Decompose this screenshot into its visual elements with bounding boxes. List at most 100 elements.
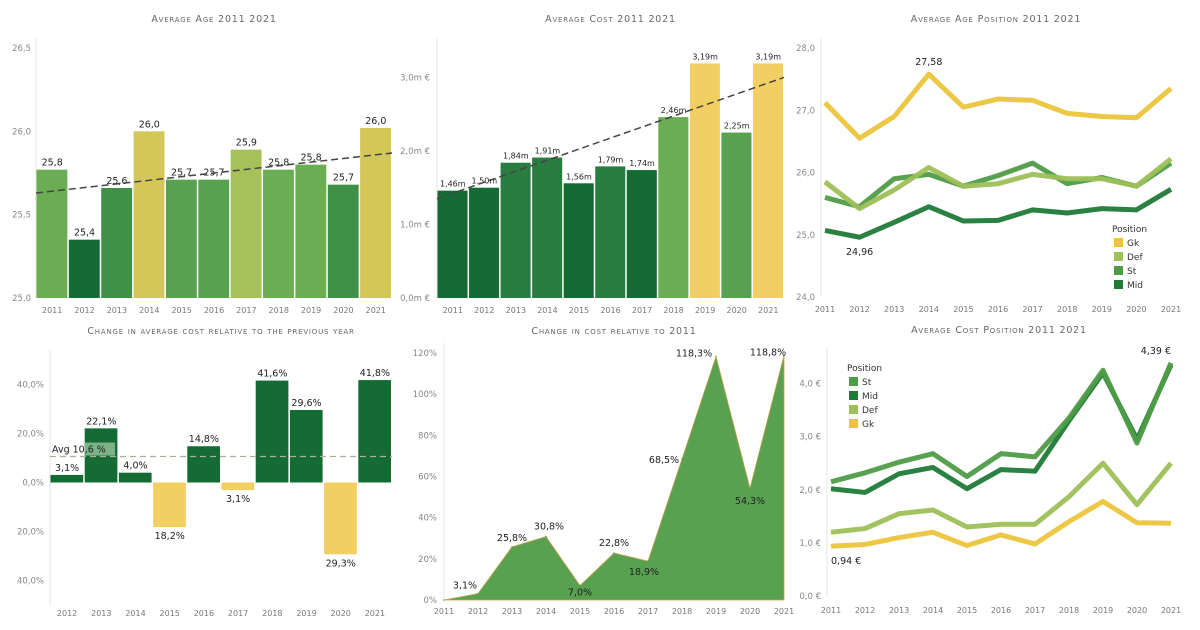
x-tick-label: 2018: [262, 609, 282, 618]
x-tick-label: 2013: [502, 607, 522, 616]
bar-positive: [50, 474, 84, 483]
y-tick-label: 4,0 €: [799, 380, 821, 390]
area-point: [681, 458, 683, 460]
x-tick-label: 2015: [160, 609, 180, 618]
x-tick-label: 2017: [638, 607, 658, 616]
x-tick-label: 2018: [1059, 606, 1079, 615]
x-tick-label: 2019: [296, 609, 316, 618]
annotation-label: 24,96: [846, 247, 873, 258]
area-data-label: 54,3%: [735, 496, 765, 507]
x-tick-label: 2021: [365, 609, 385, 618]
x-tick-label: 2016: [194, 609, 214, 618]
series-line-mid: [824, 187, 1173, 240]
x-tick-label: 2015: [957, 606, 977, 615]
x-tick-label: 2014: [125, 609, 145, 618]
bar-data-label: 25,8: [301, 153, 322, 164]
x-tick-label: 2011: [815, 305, 835, 314]
bar-data-label: 26,0: [365, 116, 386, 127]
chart-title: Change in cost relative to 2011: [531, 326, 696, 337]
bar: [469, 187, 500, 298]
y-tick-label: 26,0: [12, 127, 31, 137]
change-relative-2011-chart-svg: Change in cost relative to 2011 0% 20% 40% 6…: [413, 326, 794, 616]
x-tick-label: 2019: [706, 607, 726, 616]
y-tick-label: 28,0: [796, 44, 815, 54]
y-tick-label: 0,0%: [22, 479, 44, 489]
x-tick-label: 2020: [333, 306, 353, 315]
bar-positive: [255, 380, 289, 483]
area-data-label: 18,9%: [629, 567, 659, 578]
legend-swatch-st: [849, 377, 858, 386]
legend-item-mid: Mid: [862, 392, 878, 402]
bar-data-label: 2,46m: [661, 106, 687, 115]
area-data-label: 7,0%: [568, 588, 592, 599]
x-tick-label: 2019: [1092, 305, 1112, 314]
x-tick-label: 2012: [855, 606, 875, 615]
x-tick-label: 2018: [269, 306, 289, 315]
chart-average-age-position: Average Age Position 2011 2021 24,0 25,0 26…: [790, 0, 1200, 320]
legend-swatch-def: [849, 405, 858, 414]
x-tick-label: 2011: [821, 606, 841, 615]
average-age-chart-svg: Average Age 2011 2021 25,0 25,5 26,0 26,5 25,…: [12, 14, 393, 315]
y-tick-label: 0%: [424, 596, 438, 606]
series-line-st: [830, 361, 1174, 485]
y-tick-label: 120%: [413, 349, 437, 359]
average-label: Avg 10,6 %: [52, 445, 106, 456]
y-tick-label: 25,0: [12, 294, 31, 304]
area-point: [613, 552, 615, 554]
average-label-background: [85, 442, 115, 456]
x-tick-label: 2017: [632, 306, 652, 315]
annotation-label: 27,58: [915, 57, 942, 68]
legend-item-mid: Mid: [1127, 281, 1143, 291]
bar-data-label: 25,7: [171, 168, 192, 179]
bar: [689, 63, 720, 298]
bar-data-label: 3,1%: [55, 463, 79, 474]
y-tick-label: 27,0: [796, 106, 815, 116]
bar: [626, 170, 657, 298]
x-tick-label: 2017: [236, 306, 256, 315]
legend-swatch-mid: [1114, 280, 1123, 289]
y-tick-label: 20,0%: [17, 528, 44, 538]
area-point: [749, 487, 751, 490]
area-data-label: 30,8%: [534, 522, 564, 533]
bar: [752, 63, 783, 298]
x-tick-label: 2016: [991, 606, 1011, 615]
x-tick-label: 2014: [919, 305, 939, 314]
y-tick-label: 26,5: [12, 44, 31, 54]
legend-swatch-st: [1114, 266, 1123, 275]
x-tick-label: 2012: [57, 609, 77, 618]
bar-data-label: 25,8: [42, 158, 63, 169]
x-tick-label: 2021: [1161, 606, 1181, 615]
x-tick-label: 2012: [849, 305, 869, 314]
bar-data-label: 25,7: [333, 173, 354, 184]
y-tick-label: 100%: [413, 390, 437, 400]
bar-data-label: 3,1%: [226, 494, 250, 505]
area-point: [647, 560, 649, 562]
bar-negative: [324, 482, 357, 555]
legend-swatch-gk: [1114, 238, 1123, 247]
y-tick-label: 60%: [418, 473, 437, 483]
x-tick-label: 2017: [228, 609, 248, 618]
x-tick-label: 2015: [171, 306, 191, 315]
y-tick-label: 0,0m €: [400, 294, 430, 304]
bar: [263, 169, 294, 298]
bar-data-label: 29,3%: [326, 558, 356, 569]
x-tick-label: 2011: [42, 306, 62, 315]
y-tick-label: 20,0%: [17, 430, 44, 440]
bar-data-label: 41,6%: [257, 369, 287, 380]
x-tick-label: 2018: [1057, 305, 1077, 314]
legend-item-gk: Gk: [1127, 239, 1140, 249]
bar: [295, 164, 327, 298]
bar-positive: [118, 472, 152, 483]
x-tick-label: 2012: [474, 306, 494, 315]
bar-data-label: 4,0%: [123, 461, 147, 472]
legend-item-st: St: [862, 378, 872, 388]
bar-negative: [153, 482, 186, 528]
chart-title: Change in average cost relative to the p…: [87, 326, 354, 337]
chart-change-previous-year: Change in average cost relative to the p…: [0, 320, 400, 630]
x-tick-label: 2021: [774, 607, 794, 616]
x-tick-label: 2012: [468, 607, 488, 616]
legend-title: Position: [847, 364, 882, 374]
bar: [101, 188, 133, 298]
bar: [437, 190, 468, 298]
bar-data-label: 25,4: [74, 228, 95, 239]
